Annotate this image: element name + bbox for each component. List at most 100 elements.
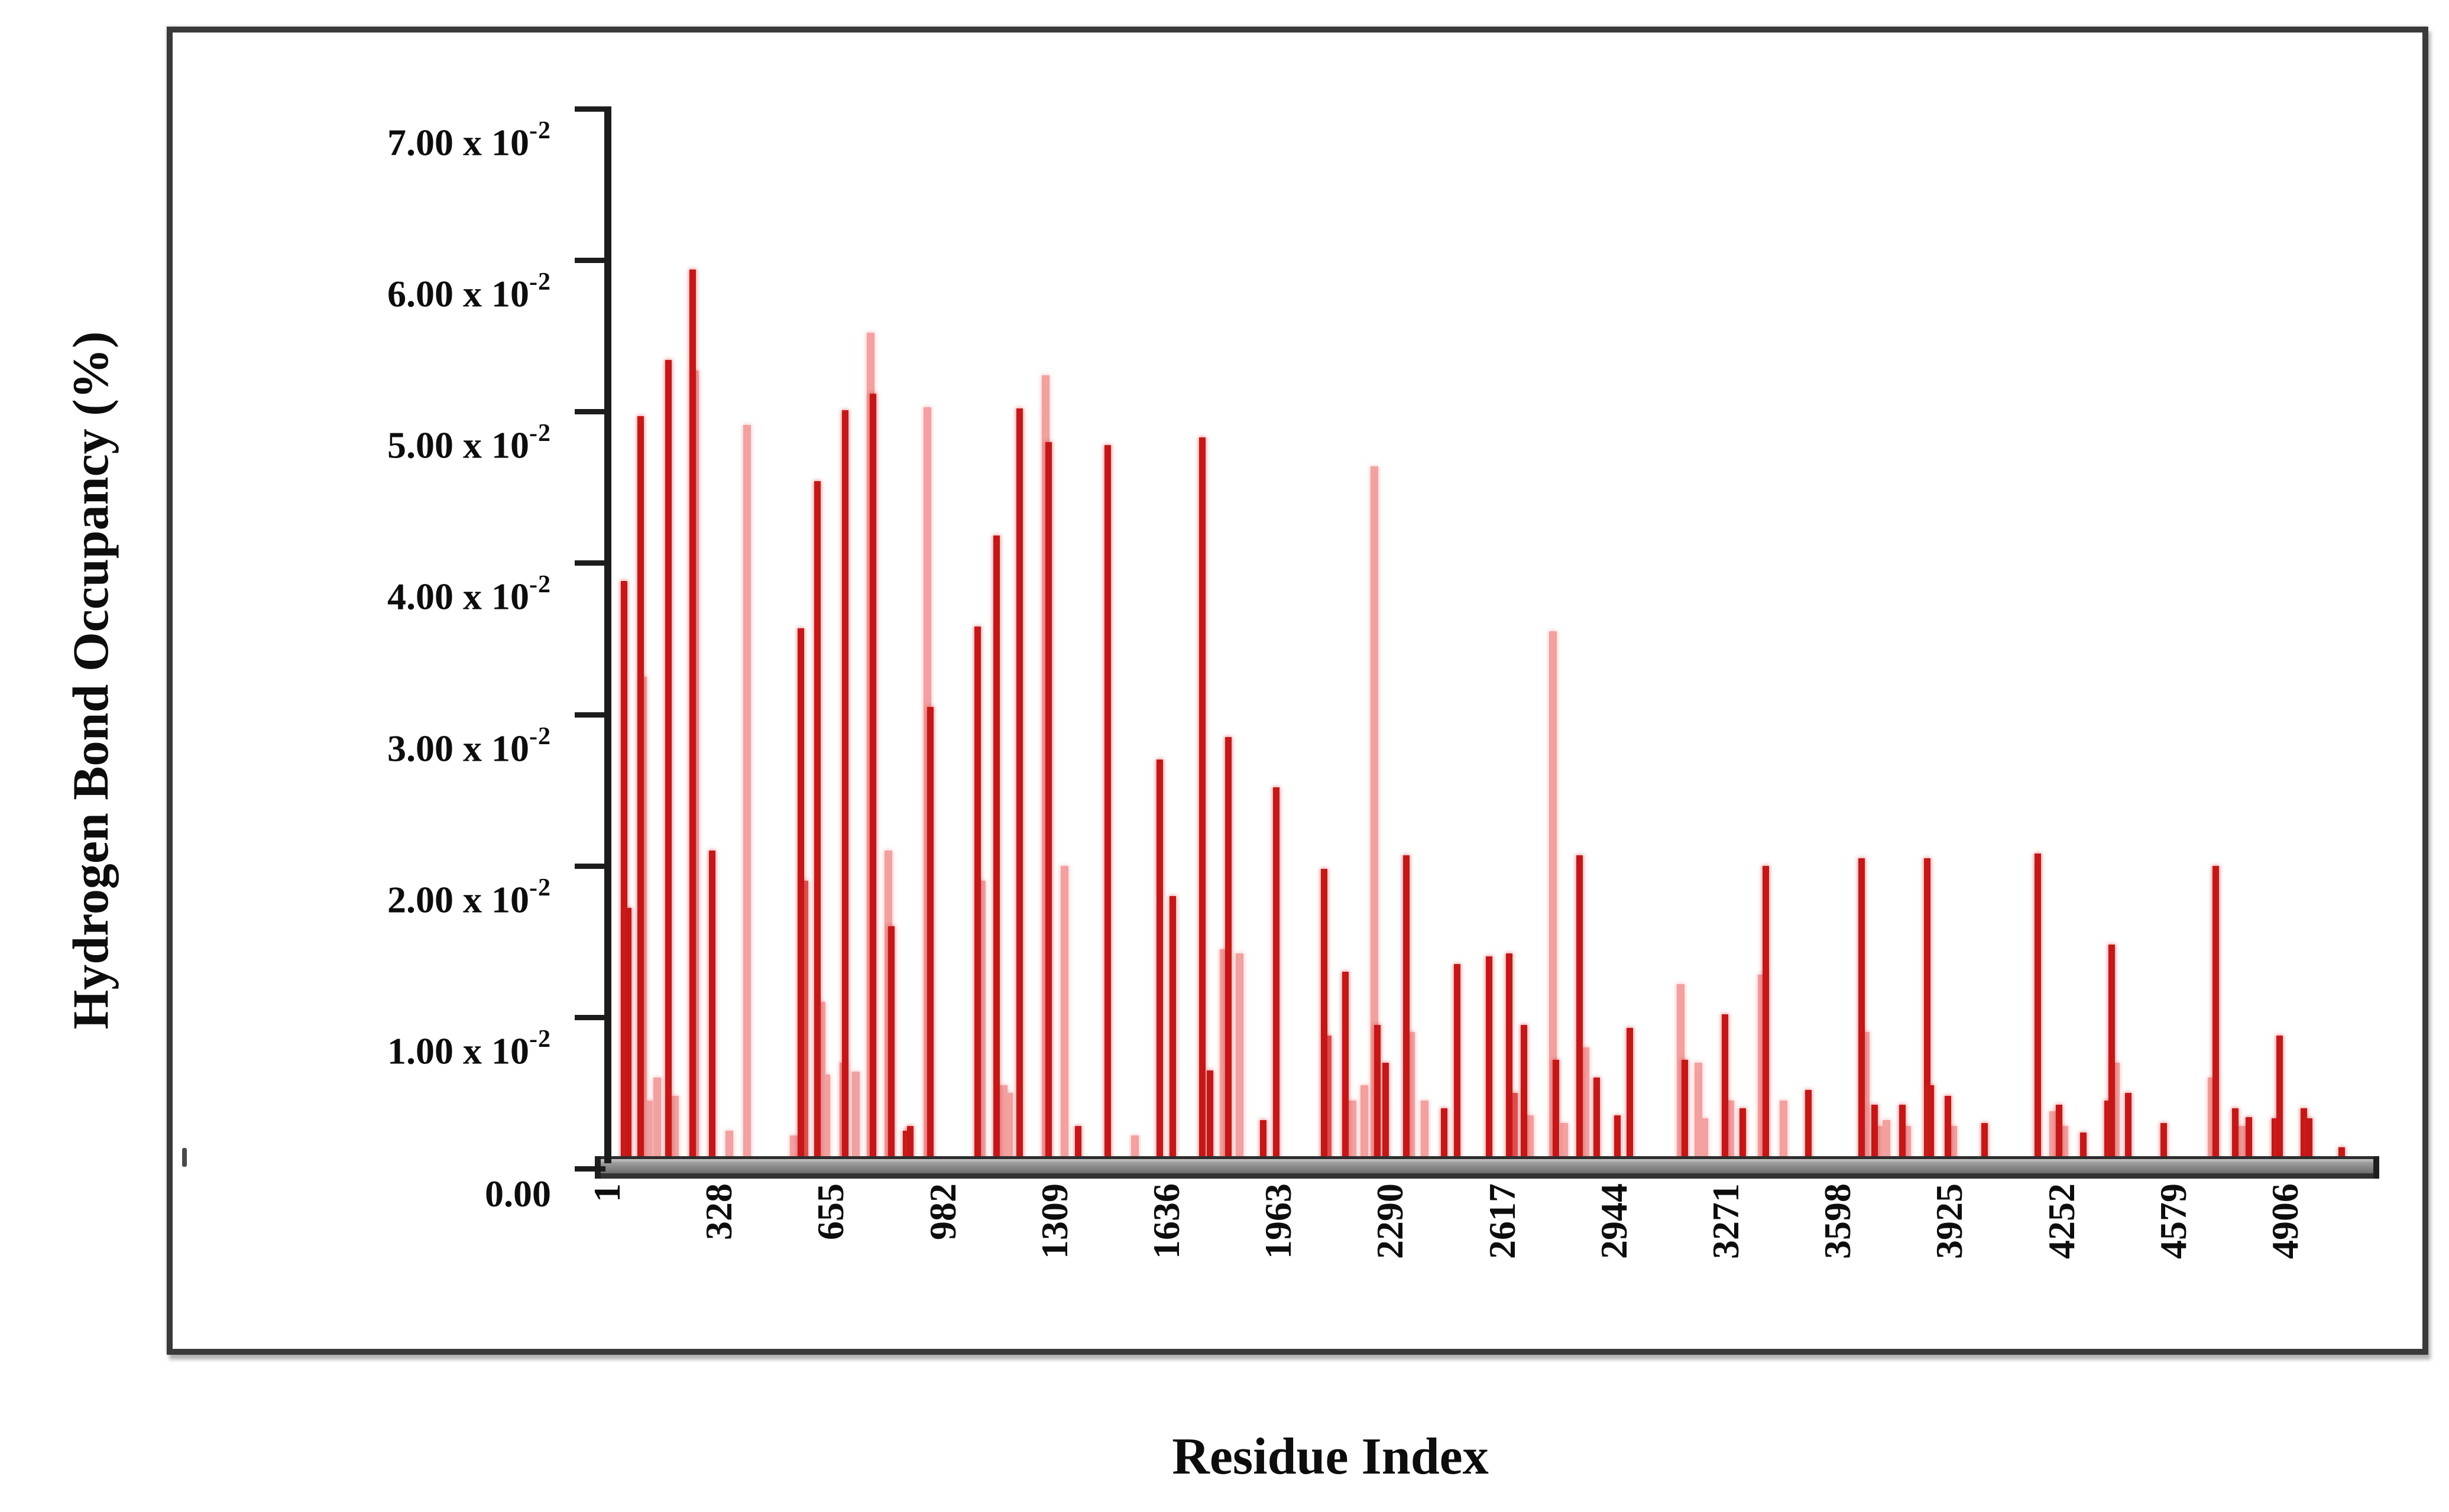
hbond-bar (907, 1126, 914, 1163)
hbond-bar (1763, 865, 1770, 1163)
hbond-bar (670, 1096, 679, 1163)
hbond-bar (2124, 1092, 2131, 1163)
hbond-bar (887, 926, 895, 1163)
hbond-bar (1805, 1089, 1812, 1163)
y-tick-label: 2.00 x 10-2 (387, 874, 551, 921)
hbond-bar (852, 1072, 860, 1163)
x-tick-label: 4906 (2264, 1183, 2307, 1259)
hbond-bar (2246, 1117, 2253, 1163)
y-tick-label: 6.00 x 10-2 (387, 268, 551, 315)
hbond-bar (2238, 1126, 2246, 1163)
hbond-bar (1700, 1118, 1709, 1163)
hbond-bar (1382, 1062, 1389, 1163)
hbond-bar (974, 627, 981, 1163)
hbond-bar (1157, 760, 1164, 1163)
y-axis-line (604, 106, 611, 1163)
x-tick-label: 1963 (1257, 1183, 1300, 1259)
hbond-bar (1320, 868, 1327, 1163)
hbond-bar (1075, 1126, 1082, 1163)
y-axis-title: Hydrogen Bond Occupancy (%) (62, 331, 119, 1030)
hbond-bar (1928, 1085, 1935, 1163)
hbond-bar (2306, 1118, 2313, 1163)
hbond-bar (1224, 737, 1232, 1163)
hbond-bar (1739, 1108, 1747, 1163)
hbond-bar (1005, 1092, 1013, 1163)
y-axis-tick (575, 409, 605, 415)
y-tick-label: 7.00 x 10-2 (387, 117, 551, 164)
hbond-bar (1549, 631, 1557, 1163)
hbond-bar (927, 706, 934, 1163)
hbond-bar (1981, 1123, 1988, 1163)
hbond-bar (1453, 964, 1460, 1163)
hbond-bar (653, 1078, 661, 1163)
x-axis-title: Residue Index (1172, 1428, 1489, 1485)
hbond-bar (1259, 1120, 1266, 1163)
x-tick-label: 4252 (2040, 1183, 2082, 1259)
y-tick-label: 1.00 x 10-2 (387, 1025, 551, 1072)
hbond-bar (1370, 466, 1378, 1163)
hbond-bar (1627, 1027, 1634, 1163)
hbond-bar (1721, 1014, 1728, 1163)
hbond-bar (1342, 972, 1349, 1163)
x-tick-label: 1636 (1145, 1183, 1187, 1259)
hbond-bar (2049, 1111, 2058, 1163)
hbond-bar (869, 393, 876, 1163)
hbond-bar (842, 410, 849, 1163)
hbond-bar (1349, 1100, 1357, 1163)
hbond-bar (689, 269, 696, 1163)
hbond-bar (1169, 895, 1176, 1163)
y-axis-tick (575, 560, 605, 566)
hbond-bar (1511, 1092, 1518, 1163)
x-axis-pedestal (595, 1156, 2379, 1179)
hbond-bar (1581, 1047, 1589, 1163)
hbond-bar (1521, 1024, 1528, 1163)
hbond-bar (1016, 408, 1023, 1163)
hbond-bar (1560, 1123, 1568, 1163)
hbond-bar (1506, 953, 1513, 1163)
hbond-bar (993, 536, 1000, 1163)
hbond-bar (1858, 858, 1865, 1163)
hbond-bar (802, 881, 809, 1163)
x-tick-label: 1 (586, 1183, 628, 1202)
hbond-bar (2035, 854, 2042, 1163)
hbond-bar (645, 1100, 653, 1163)
y-axis-tick (575, 1166, 605, 1172)
hbond-bar (1614, 1115, 1621, 1163)
y-tick-label: 5.00 x 10-2 (387, 420, 551, 466)
x-tick-label: 4579 (2152, 1183, 2194, 1259)
hbond-bar (1949, 1126, 1958, 1163)
hbond-bar (1780, 1100, 1788, 1163)
hbond-bar (2338, 1147, 2345, 1163)
y-axis-tick (575, 863, 605, 869)
hbond-bar (1420, 1100, 1428, 1163)
chart-frame (167, 27, 2428, 1355)
hbond-bar (1593, 1078, 1600, 1163)
x-tick-label: 3271 (1705, 1183, 1747, 1259)
hbond-bar (798, 628, 805, 1163)
hbond-bar (621, 581, 627, 1163)
y-tick-label: 4.00 x 10-2 (387, 571, 551, 618)
y-axis-tick (575, 1014, 605, 1020)
hbond-bar (1402, 855, 1410, 1163)
x-tick-label: 3598 (1816, 1183, 1859, 1259)
hbond-bar (2300, 1108, 2307, 1163)
hbond-bar (1045, 442, 1052, 1163)
y-axis-tick (575, 712, 605, 718)
y-tick-label: 0.00 (485, 1173, 551, 1215)
hbond-bar (2079, 1132, 2087, 1163)
hbond-bar (1360, 1085, 1368, 1163)
hbond-bar (1553, 1059, 1560, 1163)
y-tick-label: 3.00 x 10-2 (387, 722, 551, 769)
hbond-bar (2232, 1108, 2239, 1163)
hbond-bar (814, 481, 821, 1163)
x-tick-label: 2617 (1481, 1183, 1523, 1259)
hbond-bar (1871, 1105, 1878, 1163)
hbond-bar (1526, 1115, 1534, 1163)
hbond-bar (1272, 787, 1279, 1163)
hbond-bar (902, 1130, 909, 1163)
hbond-bar (1899, 1105, 1906, 1163)
hbond-bar (1198, 437, 1206, 1163)
y-axis-tick (575, 106, 605, 112)
hbond-bar (637, 416, 644, 1163)
x-tick-label: 1309 (1033, 1183, 1076, 1259)
